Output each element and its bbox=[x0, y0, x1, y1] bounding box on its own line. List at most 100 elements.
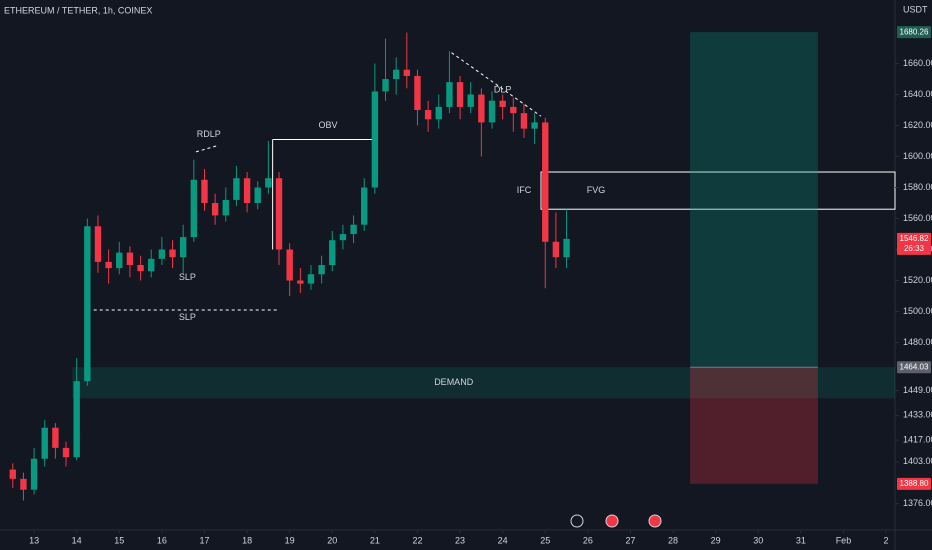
x-tick-label: 24 bbox=[498, 535, 508, 545]
candle-body bbox=[126, 252, 134, 265]
candle-body bbox=[403, 69, 411, 76]
candle-body bbox=[371, 91, 379, 188]
x-tick-label: 20 bbox=[327, 535, 337, 545]
candle-body bbox=[169, 249, 176, 258]
candle-body bbox=[531, 122, 538, 129]
x-tick-label: 18 bbox=[242, 535, 252, 545]
x-tick-label: Feb bbox=[836, 535, 852, 545]
stop-tag bbox=[897, 477, 931, 490]
zone-label: DEMAND bbox=[434, 377, 474, 387]
y-tick-label: 1500.00 bbox=[903, 306, 932, 316]
x-tick-label: 13 bbox=[29, 535, 39, 545]
candle-body bbox=[382, 79, 389, 92]
y-tick-label: 1433.00 bbox=[903, 410, 932, 420]
candle-body bbox=[94, 226, 102, 262]
annotation: RDLP bbox=[197, 129, 221, 139]
target-tag bbox=[897, 26, 931, 39]
candle-body bbox=[190, 179, 198, 238]
y-tick-label: 1376.00 bbox=[903, 498, 932, 508]
x-tick-label: 26 bbox=[583, 535, 593, 545]
annotation: IFC bbox=[517, 185, 532, 195]
candle-body bbox=[339, 234, 347, 241]
candle-body bbox=[297, 280, 304, 284]
event-icon[interactable] bbox=[648, 514, 662, 528]
candle-body bbox=[456, 82, 464, 107]
zone bbox=[72, 367, 895, 399]
y-tick-label: 1620.00 bbox=[903, 120, 932, 130]
candle-body bbox=[499, 100, 506, 107]
event-icon[interactable] bbox=[605, 514, 619, 528]
y-tick-label: 1520.00 bbox=[903, 275, 932, 285]
candle-body bbox=[148, 258, 155, 272]
candle-body bbox=[179, 237, 187, 258]
y-tick-label: 1403.00 bbox=[903, 456, 932, 466]
candle-body bbox=[392, 69, 400, 80]
y-tick-label: 1600.00 bbox=[903, 151, 932, 161]
candle-body bbox=[233, 178, 240, 200]
y-tick-label: 1480.00 bbox=[903, 337, 932, 347]
candle-body bbox=[488, 100, 496, 123]
x-tick-label: 14 bbox=[72, 535, 82, 545]
candle-body bbox=[542, 122, 549, 242]
event-icon[interactable] bbox=[570, 514, 584, 528]
entry-tag-label: 1464.03 bbox=[900, 362, 929, 371]
candle-body bbox=[9, 469, 16, 479]
last-price-tag bbox=[897, 232, 931, 255]
chart-title: ETHEREUM / TETHER, 1h, COINEX bbox=[4, 5, 152, 15]
candle-body bbox=[211, 203, 219, 216]
x-tick-label: 31 bbox=[796, 535, 806, 545]
candle-body bbox=[243, 178, 251, 204]
y-axis-label: USDT bbox=[903, 4, 928, 14]
x-tick-label: 28 bbox=[668, 535, 678, 545]
candle-body bbox=[510, 106, 517, 114]
y-tick-label: 1449.00 bbox=[903, 385, 932, 395]
candle-body bbox=[62, 447, 70, 458]
candle-body bbox=[275, 178, 283, 250]
y-tick-label: 1640.00 bbox=[903, 89, 932, 99]
x-tick-label: 15 bbox=[114, 535, 124, 545]
x-tick-label: 29 bbox=[711, 535, 721, 545]
x-tick-label: 17 bbox=[199, 535, 209, 545]
candle-body bbox=[446, 82, 453, 107]
candle-body bbox=[424, 110, 432, 120]
candle-body bbox=[563, 238, 570, 258]
y-tick-label: 1560.00 bbox=[903, 213, 932, 223]
candle-body bbox=[329, 240, 336, 265]
candle-body bbox=[158, 249, 166, 259]
candle-body bbox=[222, 199, 229, 216]
candle-body bbox=[52, 427, 59, 448]
candle-body bbox=[105, 261, 112, 269]
candle-body bbox=[467, 94, 474, 107]
zone-label: FVG bbox=[587, 185, 606, 195]
annotation: SLP bbox=[179, 312, 196, 322]
zone bbox=[540, 171, 896, 210]
candle-body bbox=[318, 265, 325, 275]
x-tick-label: 2 bbox=[884, 535, 889, 545]
candle-body bbox=[361, 187, 368, 225]
drawing-line bbox=[451, 52, 542, 117]
annotation: SLP bbox=[179, 272, 196, 282]
x-tick-label: 16 bbox=[157, 535, 167, 545]
candle-body bbox=[307, 274, 315, 284]
candle-body bbox=[350, 224, 357, 235]
candle-body bbox=[20, 478, 27, 490]
x-tick-label: 27 bbox=[625, 535, 635, 545]
candle-body bbox=[414, 75, 421, 111]
plot: DEMAND FVG RDLP OBV DLP IFC SLP SLP bbox=[9, 32, 896, 501]
candle-body bbox=[201, 179, 208, 204]
last-price-tag-label: 1546.82 bbox=[900, 234, 929, 243]
annotation: DLP bbox=[494, 84, 512, 94]
x-tick-label: 19 bbox=[285, 535, 295, 545]
candle-body bbox=[41, 427, 48, 459]
x-tick-label: 22 bbox=[412, 535, 422, 545]
candle-body bbox=[552, 241, 560, 258]
stop-zone bbox=[690, 367, 818, 484]
candle-body bbox=[478, 94, 485, 123]
candle-body bbox=[137, 265, 144, 272]
drawing-line bbox=[195, 145, 218, 153]
candle-body bbox=[435, 106, 442, 120]
candle-body bbox=[520, 113, 528, 129]
x-tick-label: 21 bbox=[370, 535, 380, 545]
stop-tag-label: 1388.80 bbox=[900, 479, 929, 488]
